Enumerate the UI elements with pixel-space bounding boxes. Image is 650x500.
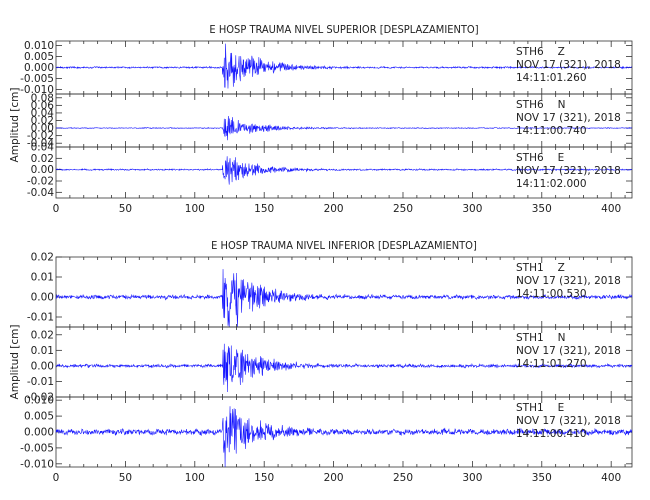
y-tick-label: 0.000 — [24, 62, 54, 74]
station-name: STH1 — [516, 402, 544, 414]
x-tick-label: 0 — [53, 203, 60, 215]
seismic-trace — [55, 269, 633, 328]
station-name: STH1 — [516, 332, 544, 344]
x-tick-label: 300 — [462, 472, 482, 484]
y-tick-label: 0.01 — [31, 345, 54, 357]
seismic-trace — [55, 115, 633, 141]
component-name: Z — [558, 46, 565, 58]
record-date: NOV 17 (321), 2018 — [516, 345, 621, 357]
y-tick-label: -0.02 — [27, 392, 54, 404]
chart-title: E HOSP TRAUMA NIVEL INFERIOR [DESPLAZAMI… — [211, 239, 477, 252]
record-time: 14:11:00.530 — [516, 288, 587, 300]
x-tick-label: 50 — [119, 472, 132, 484]
station-label: STH6 E — [516, 152, 564, 164]
x-tick-label: 350 — [532, 472, 552, 484]
record-date: NOV 17 (321), 2018 — [516, 415, 621, 427]
y-tick-label: -0.04 — [27, 187, 54, 199]
y-tick-label: 0.04 — [31, 107, 55, 119]
station-name: STH6 — [516, 46, 544, 58]
y-tick-label: 0.08 — [31, 92, 54, 104]
y-tick-label: 0.01 — [31, 272, 54, 284]
y-tick-label: -0.01 — [27, 312, 54, 324]
y-tick-label: 0.04 — [31, 142, 55, 154]
x-tick-label: 100 — [185, 472, 205, 484]
y-tick-label: 0.005 — [24, 51, 54, 63]
station-label: STH6 N — [516, 99, 566, 111]
x-tick-label: 350 — [532, 203, 552, 215]
y-tick-label: 0.000 — [24, 427, 54, 439]
y-tick-label: -0.02 — [27, 130, 54, 142]
record-time: 14:11:00.410 — [516, 428, 587, 440]
x-tick-label: 400 — [601, 472, 621, 484]
component-name: N — [558, 99, 566, 111]
component-name: E — [558, 402, 565, 414]
seismic-trace — [55, 406, 633, 468]
station-name: STH1 — [516, 262, 544, 274]
y-tick-label: 0.06 — [31, 100, 55, 112]
x-tick-label: 50 — [119, 203, 132, 215]
y-tick-label: -0.04 — [27, 138, 54, 150]
x-tick-label: 150 — [254, 203, 274, 215]
seismic-trace — [55, 343, 633, 392]
record-time: 14:11:02.000 — [516, 178, 587, 190]
y-tick-label: 0.00 — [31, 123, 54, 135]
station-label: STH6 Z — [516, 46, 565, 58]
x-tick-label: 200 — [324, 472, 344, 484]
station-name: STH6 — [516, 152, 544, 164]
record-date: NOV 17 (321), 2018 — [516, 165, 621, 177]
seismic-trace — [55, 156, 633, 185]
y-axis-label: Amplitud [cm] — [9, 325, 21, 400]
y-tick-label: -0.010 — [20, 458, 54, 470]
y-tick-label: 0.02 — [31, 115, 54, 127]
x-tick-label: 150 — [254, 472, 274, 484]
station-label: STH1 Z — [516, 262, 565, 274]
y-tick-label: 0.00 — [31, 292, 54, 304]
y-tick-label: -0.010 — [20, 84, 54, 96]
y-tick-label: 0.00 — [31, 164, 54, 176]
x-tick-label: 300 — [462, 203, 482, 215]
x-tick-label: 400 — [601, 203, 621, 215]
panel-frame — [55, 146, 633, 199]
x-tick-label: 250 — [393, 472, 413, 484]
y-tick-label: -0.02 — [27, 176, 54, 188]
component-name: E — [558, 152, 565, 164]
chart-2: E HOSP TRAUMA NIVEL INFERIOR [DESPLAZAMI… — [9, 239, 633, 484]
y-tick-label: 0.02 — [31, 252, 54, 264]
x-tick-label: 250 — [393, 203, 413, 215]
y-tick-label: 0.02 — [31, 329, 54, 341]
record-date: NOV 17 (321), 2018 — [516, 112, 621, 124]
station-name: STH6 — [516, 99, 544, 111]
y-tick-label: 0.005 — [24, 411, 54, 423]
chart-title: E HOSP TRAUMA NIVEL SUPERIOR [DESPLAZAMI… — [209, 23, 478, 36]
y-tick-label: -0.01 — [27, 376, 54, 388]
y-tick-label: 0.00 — [31, 360, 54, 372]
chart-1: E HOSP TRAUMA NIVEL SUPERIOR [DESPLAZAMI… — [9, 23, 633, 215]
record-date: NOV 17 (321), 2018 — [516, 275, 621, 287]
record-time: 14:11:00.740 — [516, 125, 587, 137]
station-label: STH1 N — [516, 332, 566, 344]
x-tick-label: 0 — [53, 472, 60, 484]
record-time: 14:11:01.260 — [516, 72, 587, 84]
y-tick-label: 0.010 — [24, 395, 54, 407]
y-axis-label: Amplitud [cm] — [9, 88, 21, 163]
component-name: N — [558, 332, 566, 344]
y-tick-label: 0.010 — [24, 40, 54, 52]
y-tick-label: -0.005 — [20, 73, 54, 85]
seismic-trace — [55, 43, 633, 89]
y-tick-label: -0.005 — [20, 442, 54, 454]
y-tick-label: 0.02 — [31, 153, 54, 165]
x-tick-label: 100 — [185, 203, 205, 215]
record-date: NOV 17 (321), 2018 — [516, 59, 621, 71]
station-label: STH1 E — [516, 402, 564, 414]
x-tick-label: 200 — [324, 203, 344, 215]
record-time: 14:11:01.270 — [516, 358, 587, 370]
component-name: Z — [558, 262, 565, 274]
